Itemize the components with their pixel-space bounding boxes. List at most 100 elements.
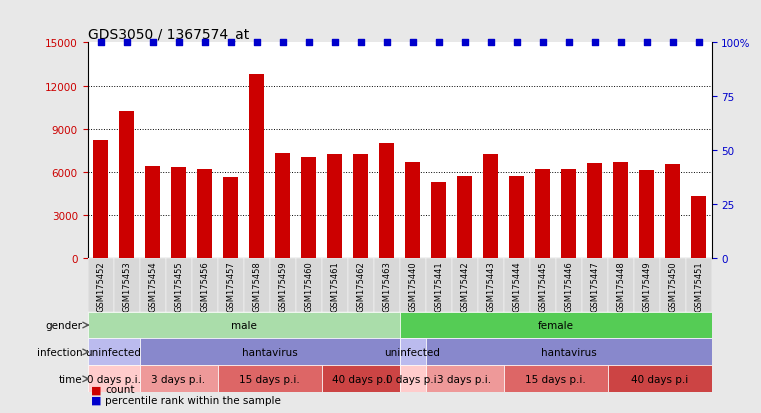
Text: female: female	[537, 320, 574, 330]
Point	[173, 40, 185, 47]
Bar	[406, 162, 419, 258]
Text: GSM175443: GSM175443	[486, 261, 495, 311]
Bar	[88, 258, 113, 312]
Bar	[633, 258, 660, 312]
Bar	[536, 169, 549, 258]
Text: GSM175440: GSM175440	[408, 261, 417, 311]
Bar	[686, 258, 712, 312]
Text: hantavirus: hantavirus	[242, 347, 298, 357]
Bar	[197, 169, 212, 258]
Text: 15 days p.i.: 15 days p.i.	[525, 374, 586, 384]
Bar	[88, 339, 139, 366]
Text: GSM175445: GSM175445	[538, 261, 547, 311]
Bar	[353, 155, 368, 258]
Text: GSM175441: GSM175441	[434, 261, 443, 311]
Text: GSM175458: GSM175458	[252, 261, 261, 311]
Text: uninfected: uninfected	[85, 347, 142, 357]
Bar	[400, 339, 425, 366]
Bar	[425, 366, 504, 392]
Bar	[145, 166, 160, 258]
Bar	[218, 366, 322, 392]
Bar	[88, 366, 139, 392]
Bar	[400, 366, 425, 392]
Text: ■: ■	[91, 385, 102, 394]
Point	[562, 40, 575, 47]
Text: GSM175449: GSM175449	[642, 261, 651, 311]
Text: GSM175461: GSM175461	[330, 261, 339, 311]
Text: time: time	[59, 374, 82, 384]
Text: 0 days p.i.: 0 days p.i.	[386, 374, 440, 384]
Bar	[275, 154, 290, 258]
Point	[250, 40, 263, 47]
Bar	[607, 258, 634, 312]
Bar	[88, 312, 400, 339]
Bar	[322, 258, 348, 312]
Bar	[244, 258, 269, 312]
Bar	[139, 366, 218, 392]
Bar	[425, 339, 712, 366]
Bar	[171, 168, 186, 258]
Point	[458, 40, 470, 47]
Text: gender: gender	[46, 320, 82, 330]
Point	[276, 40, 288, 47]
Bar	[556, 258, 581, 312]
Bar	[166, 258, 192, 312]
Text: infection: infection	[37, 347, 82, 357]
Point	[406, 40, 419, 47]
Bar	[665, 165, 680, 258]
Bar	[509, 176, 524, 258]
Bar	[530, 258, 556, 312]
Point	[485, 40, 497, 47]
Bar	[478, 258, 504, 312]
Point	[641, 40, 653, 47]
Point	[511, 40, 523, 47]
Text: GSM175447: GSM175447	[590, 261, 599, 311]
Bar	[400, 312, 712, 339]
Text: GSM175460: GSM175460	[304, 261, 313, 311]
Point	[94, 40, 107, 47]
Bar	[327, 155, 342, 258]
Text: 15 days p.i.: 15 days p.i.	[239, 374, 300, 384]
Point	[120, 40, 132, 47]
Bar	[400, 258, 425, 312]
Bar	[139, 339, 400, 366]
Point	[302, 40, 314, 47]
Bar	[269, 258, 295, 312]
Point	[432, 40, 444, 47]
Text: 40 days p.i: 40 days p.i	[332, 374, 389, 384]
Bar	[504, 366, 607, 392]
Point	[380, 40, 393, 47]
Bar	[380, 144, 393, 258]
Point	[693, 40, 705, 47]
Bar	[374, 258, 400, 312]
Bar	[451, 258, 478, 312]
Point	[614, 40, 626, 47]
Bar	[94, 141, 107, 258]
Bar	[218, 258, 244, 312]
Bar	[639, 171, 654, 258]
Text: GSM175463: GSM175463	[382, 261, 391, 311]
Text: GSM175446: GSM175446	[564, 261, 573, 311]
Bar	[119, 112, 134, 258]
Bar	[607, 366, 712, 392]
Point	[199, 40, 211, 47]
Text: GSM175448: GSM175448	[616, 261, 625, 311]
Point	[329, 40, 341, 47]
Bar	[581, 258, 607, 312]
Point	[588, 40, 600, 47]
Text: uninfected: uninfected	[384, 347, 441, 357]
Bar	[139, 258, 166, 312]
Text: GSM175462: GSM175462	[356, 261, 365, 311]
Text: GSM175444: GSM175444	[512, 261, 521, 311]
Text: 3 days p.i.: 3 days p.i.	[438, 374, 492, 384]
Bar	[562, 169, 575, 258]
Text: GSM175459: GSM175459	[278, 261, 287, 311]
Bar	[250, 75, 263, 258]
Bar	[224, 178, 237, 258]
Bar	[587, 164, 602, 258]
Text: count: count	[105, 385, 135, 394]
Text: 0 days p.i.: 0 days p.i.	[87, 374, 141, 384]
Text: GDS3050 / 1367574_at: GDS3050 / 1367574_at	[88, 28, 249, 43]
Point	[667, 40, 679, 47]
Bar	[613, 162, 628, 258]
